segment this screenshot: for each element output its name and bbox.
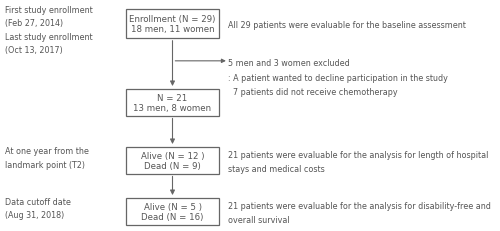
Text: 18 men, 11 women: 18 men, 11 women bbox=[130, 25, 214, 34]
Text: overall survival: overall survival bbox=[228, 215, 289, 224]
Text: Last study enrollment: Last study enrollment bbox=[5, 33, 92, 42]
Text: landmark point (T2): landmark point (T2) bbox=[5, 160, 85, 169]
Text: Dead (N = 16): Dead (N = 16) bbox=[142, 212, 204, 221]
Text: N = 21: N = 21 bbox=[158, 94, 188, 103]
Bar bbox=[126, 10, 218, 39]
Text: First study enrollment: First study enrollment bbox=[5, 6, 93, 15]
Text: (Oct 13, 2017): (Oct 13, 2017) bbox=[5, 46, 63, 55]
Text: (Feb 27, 2014): (Feb 27, 2014) bbox=[5, 19, 63, 28]
Text: 21 patients were evaluable for the analysis for disability-free and: 21 patients were evaluable for the analy… bbox=[228, 201, 490, 210]
Text: Data cutoff date: Data cutoff date bbox=[5, 197, 71, 206]
Text: : A patient wanted to decline participation in the study: : A patient wanted to decline participat… bbox=[228, 73, 448, 82]
Text: Dead (N = 9): Dead (N = 9) bbox=[144, 161, 201, 170]
Text: Enrollment (N = 29): Enrollment (N = 29) bbox=[130, 15, 216, 24]
Text: Alive (N = 12 ): Alive (N = 12 ) bbox=[141, 151, 204, 160]
Text: (Aug 31, 2018): (Aug 31, 2018) bbox=[5, 210, 64, 219]
Bar bbox=[126, 147, 218, 174]
Text: All 29 patients were evaluable for the baseline assessment: All 29 patients were evaluable for the b… bbox=[228, 21, 466, 30]
Bar bbox=[126, 198, 218, 225]
Text: At one year from the: At one year from the bbox=[5, 147, 89, 156]
Bar bbox=[126, 89, 218, 116]
Text: 7 patients did not receive chemotherapy: 7 patients did not receive chemotherapy bbox=[228, 88, 397, 97]
Text: 13 men, 8 women: 13 men, 8 women bbox=[134, 103, 212, 112]
Text: stays and medical costs: stays and medical costs bbox=[228, 164, 324, 173]
Text: 21 patients were evaluable for the analysis for length of hospital: 21 patients were evaluable for the analy… bbox=[228, 150, 488, 159]
Text: 5 men and 3 women excluded: 5 men and 3 women excluded bbox=[228, 59, 349, 68]
Text: Alive (N = 5 ): Alive (N = 5 ) bbox=[144, 202, 202, 211]
